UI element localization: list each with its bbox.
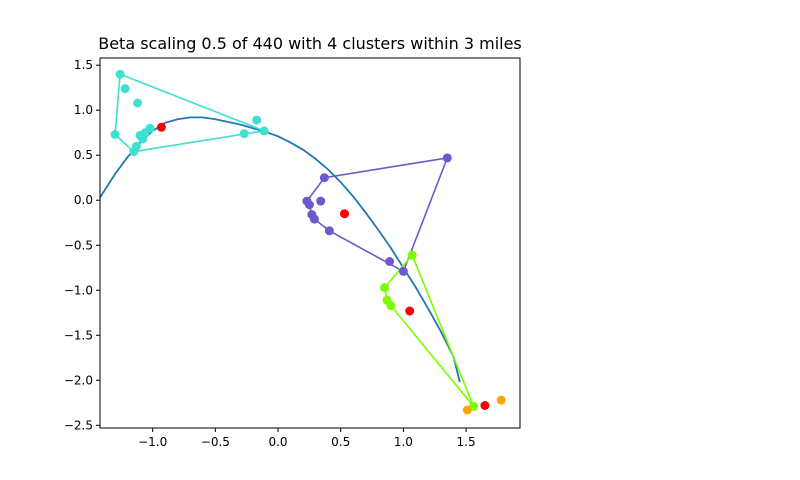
y-tick-label: 0.5 xyxy=(74,148,93,162)
cluster-1-point xyxy=(259,126,269,136)
y-tick-label: 0.0 xyxy=(74,193,93,207)
x-tick-label: −0.5 xyxy=(201,435,230,449)
y-tick-label: −1.5 xyxy=(64,328,93,342)
x-tick-label: 1.5 xyxy=(457,435,476,449)
cluster-2-point xyxy=(309,214,319,224)
cluster-3-point xyxy=(380,283,390,293)
y-tick-label: −2.0 xyxy=(64,373,93,387)
centroid-point xyxy=(405,306,415,316)
cluster-2-point xyxy=(316,196,326,206)
cluster-3-point xyxy=(386,301,396,311)
x-tick-label: 0.0 xyxy=(268,435,287,449)
cluster-1-point xyxy=(133,98,143,108)
cluster-3-point xyxy=(407,250,417,260)
cluster-2-point xyxy=(385,257,395,266)
y-tick-label: −0.5 xyxy=(64,238,93,252)
cluster-2-point xyxy=(319,173,329,183)
plot-frame xyxy=(99,57,521,429)
cluster-4-point xyxy=(462,405,472,415)
cluster-4-point xyxy=(496,395,506,405)
cluster-2-point xyxy=(398,266,408,276)
cluster-1-point xyxy=(115,69,125,79)
x-tick-label: −1.0 xyxy=(138,435,167,449)
cluster-1-point xyxy=(131,141,141,151)
cluster-2-point xyxy=(442,153,452,163)
cluster-1-point xyxy=(239,129,249,139)
plot-content xyxy=(100,69,506,415)
y-tick-label: 1.5 xyxy=(74,58,93,72)
cluster-1-point xyxy=(252,115,262,125)
x-axis: −1.0 −0.5 0.0 0.5 1.0 1.5 xyxy=(138,428,476,449)
cluster-1-point xyxy=(145,123,155,133)
cluster-1-point xyxy=(110,130,120,139)
y-tick-label: −1.0 xyxy=(64,283,93,297)
y-tick-label: −2.5 xyxy=(64,418,93,432)
x-tick-label: 0.5 xyxy=(331,435,350,449)
y-axis: 1.5 1.0 0.5 0.0 −0.5 −1.0 −1.5 −2.0 −2.5 xyxy=(64,58,100,432)
y-tick-label: 1.0 xyxy=(74,103,93,117)
cluster-2-point xyxy=(304,200,314,210)
cluster-2-point xyxy=(324,226,334,236)
centroid-point xyxy=(340,209,349,219)
chart-title: Beta scaling 0.5 of 440 with 4 clusters … xyxy=(98,34,522,53)
plot-area xyxy=(100,58,520,428)
centroid-point xyxy=(156,122,166,132)
cluster-1-point xyxy=(120,84,130,94)
x-tick-label: 1.0 xyxy=(394,435,413,449)
centroid-point xyxy=(480,401,490,410)
